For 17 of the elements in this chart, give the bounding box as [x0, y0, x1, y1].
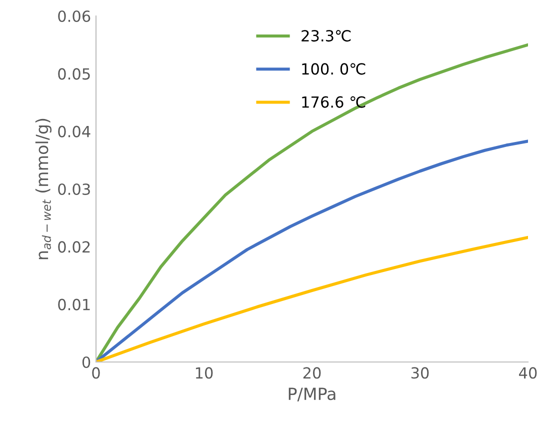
y-tick-label: 0.02 [58, 241, 90, 253]
legend-label: 100. 0℃ [302, 63, 366, 75]
y-tick-label: 0.06 [58, 10, 90, 22]
x-tick-label: 0 [92, 367, 100, 379]
y-tick-label: 0.01 [58, 298, 90, 310]
y-tick-label: 0.05 [58, 68, 90, 80]
y-tick-label: 0.03 [58, 183, 90, 196]
y-tick-label: 0 [82, 356, 90, 368]
y-axis-title: n$_{ad−wet}$ (mmol/g) [35, 118, 52, 260]
y-tick-label: 0.04 [58, 126, 90, 138]
x-axis-title: P/MPa [288, 388, 336, 402]
x-tick-label: 30 [411, 367, 429, 379]
legend-label: 176.6 ℃ [302, 96, 366, 108]
x-tick-label: 10 [196, 367, 213, 379]
x-tick-label: 20 [303, 367, 321, 379]
x-tick-label: 40 [519, 367, 537, 379]
legend-label: 23.3℃ [302, 30, 351, 42]
